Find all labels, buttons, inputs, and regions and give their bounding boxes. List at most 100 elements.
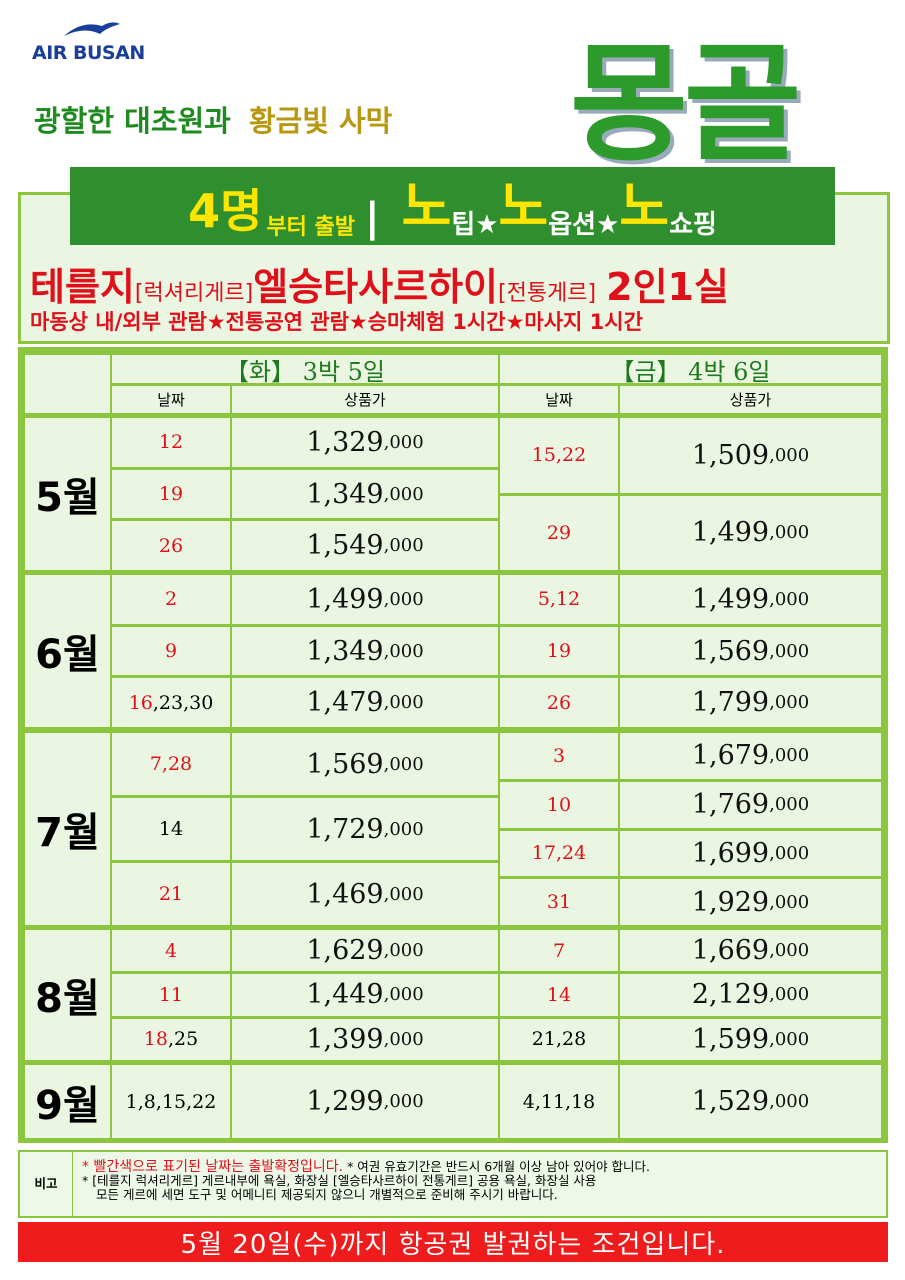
date-text: 5,12 bbox=[537, 588, 581, 611]
price-cell: 1,729,000 bbox=[232, 798, 498, 860]
date-column: 12 1,329,000 19 1,349,000 26 1,549,000 bbox=[112, 418, 498, 571]
price-text: 1,799 bbox=[691, 687, 770, 719]
notes: 비고 * 빨간색으로 표기된 날짜는 출발확정입니다. * 여권 유효기간은 반… bbox=[18, 1150, 888, 1218]
date-text: 16 bbox=[128, 691, 153, 714]
date-cell: 21,28 bbox=[500, 1018, 618, 1060]
price-row: 21,28 1,599,000 bbox=[500, 1018, 881, 1060]
price-text: 1,469 bbox=[306, 878, 384, 910]
date-cell: 14 bbox=[500, 974, 618, 1016]
date-cell: 2 bbox=[112, 575, 230, 624]
price-text: 1,929 bbox=[691, 886, 770, 918]
column-head: 상품가 bbox=[232, 386, 498, 413]
date-text: 18 bbox=[143, 1028, 168, 1051]
price-cell: 1,479,000 bbox=[232, 678, 498, 728]
price-unit: ,000 bbox=[769, 444, 810, 466]
date-cell: 1,8,15,22 bbox=[112, 1065, 230, 1138]
hotel-text: 2인1실 bbox=[606, 265, 729, 309]
price-row: 26 1,549,000 bbox=[112, 521, 498, 571]
price-row: 21 1,469,000 bbox=[112, 863, 498, 925]
price-unit: ,000 bbox=[383, 1028, 424, 1050]
price-cell: 1,399,000 bbox=[232, 1018, 498, 1060]
price-table: 【화】 3박 5일 날짜 상품가 【금】 4박 6일 날짜 상품가 5월 12 1,329,00… bbox=[18, 347, 888, 1143]
price-text: 1,499 bbox=[691, 517, 770, 549]
date-text: 17,24 bbox=[531, 842, 587, 865]
price-text: 1,699 bbox=[691, 837, 770, 869]
date-text: 10 bbox=[546, 793, 572, 816]
price-row: 19 1,569,000 bbox=[500, 626, 881, 676]
date-cell: 17,24 bbox=[500, 830, 618, 877]
price-text: 1,499 bbox=[691, 583, 770, 615]
price-text: 1,349 bbox=[306, 635, 384, 667]
date-text: ,23,30 bbox=[152, 691, 214, 714]
price-cell: 1,329,000 bbox=[232, 418, 498, 467]
footer: 5월 20일(수)까지 항공권 발권하는 조건입니다. bbox=[18, 1222, 888, 1262]
price-unit: ,000 bbox=[769, 842, 810, 864]
date-text: 7 bbox=[552, 939, 566, 962]
month-label: 6월 bbox=[25, 575, 110, 727]
date-column: 3 1,679,000 10 1,769,000 17,24 1,699,000 31 1,9… bbox=[500, 733, 881, 925]
price-cell: 2,129,000 bbox=[620, 974, 881, 1016]
price-unit: ,000 bbox=[769, 794, 810, 816]
price-text: 1,399 bbox=[306, 1023, 384, 1055]
banner-text: 부터 출발 bbox=[266, 215, 356, 240]
date-cell: 29 bbox=[500, 495, 618, 570]
price-unit: ,000 bbox=[769, 640, 810, 662]
date-cell: 4 bbox=[112, 930, 230, 972]
price-cell: 1,699,000 bbox=[620, 830, 881, 877]
price-unit: ,000 bbox=[769, 588, 810, 610]
price-row: 4 1,629,000 bbox=[112, 930, 498, 972]
date-cell: 3 bbox=[500, 733, 618, 779]
price-unit: ,000 bbox=[769, 1091, 810, 1112]
date-column: 15,22 1,509,000 29 1,499,000 bbox=[500, 418, 881, 570]
date-column: 4 1,629,000 11 1,449,000 18,25 1,399,000 bbox=[112, 930, 498, 1060]
price-text: 2,129 bbox=[691, 979, 770, 1011]
price-row: 10 1,769,000 bbox=[500, 781, 881, 828]
price-cell: 1,349,000 bbox=[232, 469, 498, 519]
price-unit: ,000 bbox=[769, 891, 810, 913]
price-unit: ,000 bbox=[383, 588, 424, 610]
price-cell: 1,299,000 bbox=[232, 1065, 498, 1138]
price-text: 1,769 bbox=[691, 789, 770, 821]
price-cell: 1,679,000 bbox=[620, 733, 881, 779]
month-label: 5월 bbox=[25, 418, 110, 570]
price-cell: 1,499,000 bbox=[232, 575, 498, 624]
date-cell: 15,22 bbox=[500, 418, 618, 493]
column-head: 상품가 bbox=[620, 386, 881, 413]
banner-text: 팁★ bbox=[451, 210, 499, 240]
date-cell: 26 bbox=[500, 678, 618, 728]
date-cell: 31 bbox=[500, 879, 618, 925]
date-text: 12 bbox=[158, 431, 184, 454]
price-cell: 1,569,000 bbox=[620, 626, 881, 676]
price-unit: ,000 bbox=[769, 940, 810, 962]
price-unit: ,000 bbox=[769, 984, 810, 1006]
date-text: 1,8,15,22 bbox=[125, 1090, 217, 1113]
price-row: 5,12 1,499,000 bbox=[500, 575, 881, 624]
price-cell: 1,549,000 bbox=[232, 521, 498, 571]
price-unit: ,000 bbox=[383, 753, 424, 775]
note-line: 모든 게르에 세면 도구 및 어메니티 제공되지 않으니 개별적으로 준비해 주… bbox=[82, 1188, 650, 1202]
price-row: 12 1,329,000 bbox=[112, 418, 498, 467]
price-cell: 1,799,000 bbox=[620, 678, 881, 728]
price-row: 14 1,729,000 bbox=[112, 798, 498, 860]
tagline-part: 광할한 대초원과 bbox=[34, 104, 231, 138]
price-cell: 1,499,000 bbox=[620, 495, 881, 570]
price-cell: 1,349,000 bbox=[232, 626, 498, 676]
price-cell: 1,669,000 bbox=[620, 930, 881, 972]
date-text: 2 bbox=[164, 588, 178, 611]
price-unit: ,000 bbox=[383, 818, 424, 840]
banner-text: 4명 bbox=[188, 184, 263, 238]
date-cell: 19 bbox=[500, 626, 618, 676]
price-cell: 1,569,000 bbox=[232, 733, 498, 795]
hotel-text: 테를지 bbox=[30, 265, 135, 309]
price-unit: ,000 bbox=[383, 640, 424, 662]
price-cell: 1,449,000 bbox=[232, 974, 498, 1016]
banner-text: 노 bbox=[619, 175, 670, 238]
date-column: 1,8,15,22 1,299,000 bbox=[112, 1065, 498, 1138]
banner-text: 옵션★ bbox=[548, 210, 620, 240]
column-head: 날짜 bbox=[500, 386, 618, 413]
price-unit: ,000 bbox=[769, 745, 810, 767]
date-text: 14 bbox=[158, 818, 184, 840]
notes-label: 비고 bbox=[20, 1152, 73, 1216]
date-cell: 7,28 bbox=[112, 733, 230, 795]
price-text: 1,509 bbox=[691, 439, 770, 471]
